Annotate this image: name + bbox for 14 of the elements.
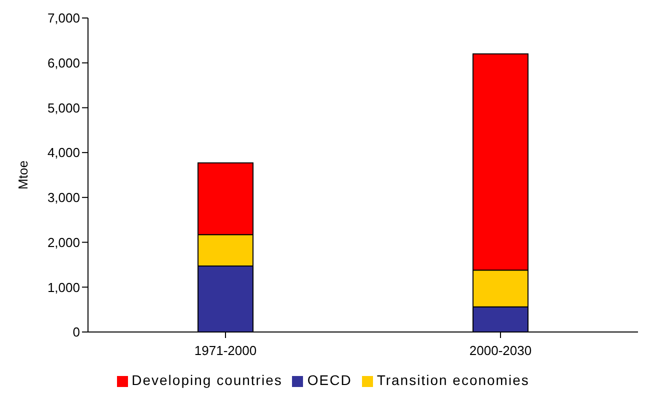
x-tick-label: 1971-2000 bbox=[194, 343, 257, 358]
legend-label: Developing countries bbox=[132, 372, 282, 388]
y-tick-label: 0 bbox=[72, 324, 80, 340]
y-tick-label: 4,000 bbox=[47, 145, 80, 160]
y-tick-label: 1,000 bbox=[47, 280, 80, 295]
legend-label: OECD bbox=[307, 372, 352, 388]
legend-label: Transition economies bbox=[376, 372, 530, 388]
y-tick-label: 5,000 bbox=[47, 100, 80, 116]
y-axis-title: Mtoe bbox=[16, 160, 31, 190]
y-tick-label: 2,000 bbox=[47, 234, 80, 250]
y-tick-label: 6,000 bbox=[47, 55, 80, 70]
y-tick-label: 3,000 bbox=[47, 190, 80, 206]
x-tick-label: 2000-2030 bbox=[469, 343, 532, 358]
y-tick-label: 7,000 bbox=[47, 10, 80, 26]
